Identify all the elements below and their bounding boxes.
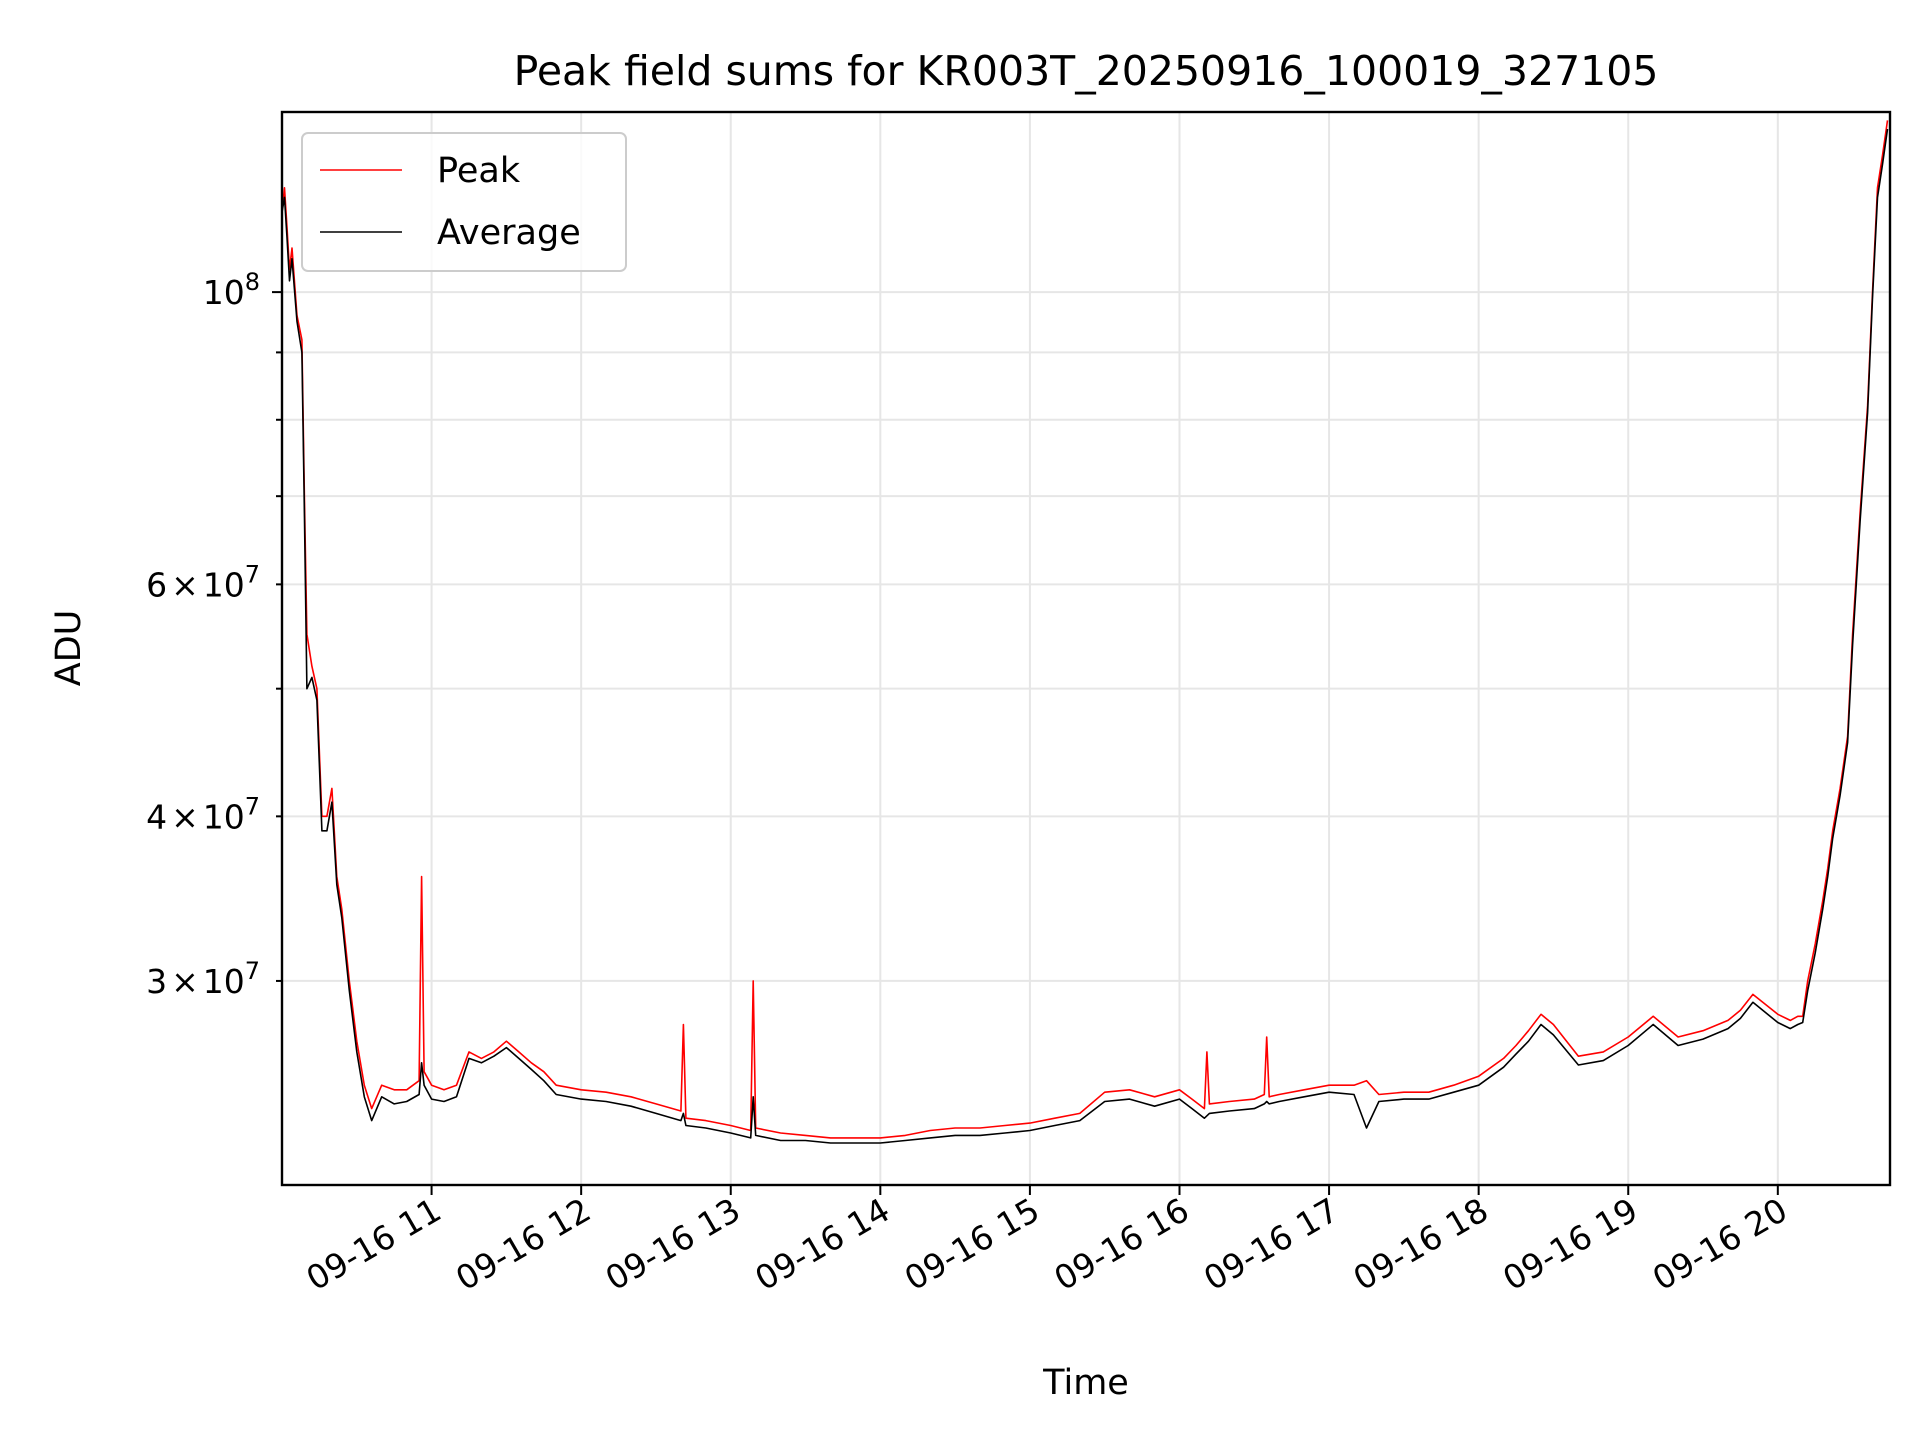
axes-frame [280, 110, 1892, 1187]
y-tick-label: 108 [203, 268, 260, 312]
legend-box [301, 132, 627, 272]
legend: Peak Average [301, 132, 627, 272]
chart-title: Peak field sums for KR003T_20250916_1000… [514, 47, 1659, 95]
series-line-peak [281, 120, 1889, 1139]
grid [282, 112, 1890, 1185]
legend-label-average: Average [437, 213, 581, 253]
y-tick-label: 4 × 107 [146, 792, 260, 836]
y-axis-label: ADU [49, 610, 89, 687]
plot-area [281, 120, 1889, 1144]
legend-label-peak: Peak [437, 151, 521, 191]
x-axis-label: Time [1042, 1363, 1129, 1403]
y-axis: 108 3 × 107 4 × 107 6 × 107 [146, 268, 282, 1001]
y-tick-label: 6 × 107 [146, 560, 260, 604]
y-tick-label: 3 × 107 [146, 957, 260, 1001]
series-line-average [281, 128, 1889, 1144]
